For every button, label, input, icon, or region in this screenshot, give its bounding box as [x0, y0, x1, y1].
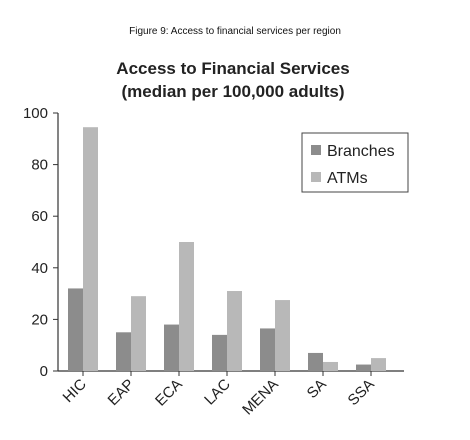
- bar-branches-eca: [164, 324, 179, 371]
- legend-label-branches: Branches: [327, 143, 395, 160]
- x-tick-label-eca: ECA: [152, 376, 186, 410]
- x-tick-label-sa: SA: [304, 376, 330, 402]
- legend-label-atms: ATMs: [327, 170, 368, 187]
- bar-branches-lac: [212, 334, 227, 371]
- x-tick-label-eap: EAP: [105, 376, 138, 409]
- legend-box: [301, 132, 409, 193]
- bar-atms-lac: [227, 291, 242, 371]
- bar-branches-ssa: [356, 364, 371, 371]
- y-tick-label: 100: [23, 105, 48, 122]
- bar-atms-eca: [179, 242, 194, 371]
- chart-subtitle: (median per 100,000 adults): [122, 82, 345, 101]
- y-tick-label: 60: [31, 208, 48, 225]
- y-tick-label: 40: [31, 260, 48, 277]
- x-tick-label-ssa: SSA: [345, 376, 378, 409]
- y-tick-label: 0: [40, 363, 48, 380]
- bar-atms-hic: [83, 127, 98, 371]
- figure-caption: Figure 9: Access to financial services p…: [129, 26, 341, 37]
- chart-title: Access to Financial Services: [116, 59, 349, 78]
- x-tick-label-lac: LAC: [201, 376, 234, 409]
- bar-atms-eap: [131, 296, 146, 371]
- legend-swatch-atms: [311, 172, 321, 182]
- bar-atms-mena: [275, 300, 290, 371]
- bar-branches-mena: [260, 328, 275, 371]
- bar-branches-eap: [116, 332, 131, 371]
- bar-atms-ssa: [371, 358, 386, 371]
- bar-branches-hic: [68, 288, 83, 371]
- bar-branches-sa: [308, 352, 323, 371]
- legend: Branches ATMs: [301, 132, 409, 193]
- x-axis-ticks: HIC EAP ECA LAC MENA SA SSA: [60, 371, 378, 418]
- x-tick-label-mena: MENA: [239, 376, 282, 419]
- y-axis-ticks: 0 20 40 60 80 100: [23, 105, 58, 380]
- y-tick-label: 80: [31, 157, 48, 174]
- bars: [68, 127, 386, 371]
- legend-swatch-branches: [311, 145, 321, 155]
- x-tick-label-hic: HIC: [60, 376, 90, 406]
- y-tick-label: 20: [31, 311, 48, 328]
- bar-atms-sa: [323, 361, 338, 371]
